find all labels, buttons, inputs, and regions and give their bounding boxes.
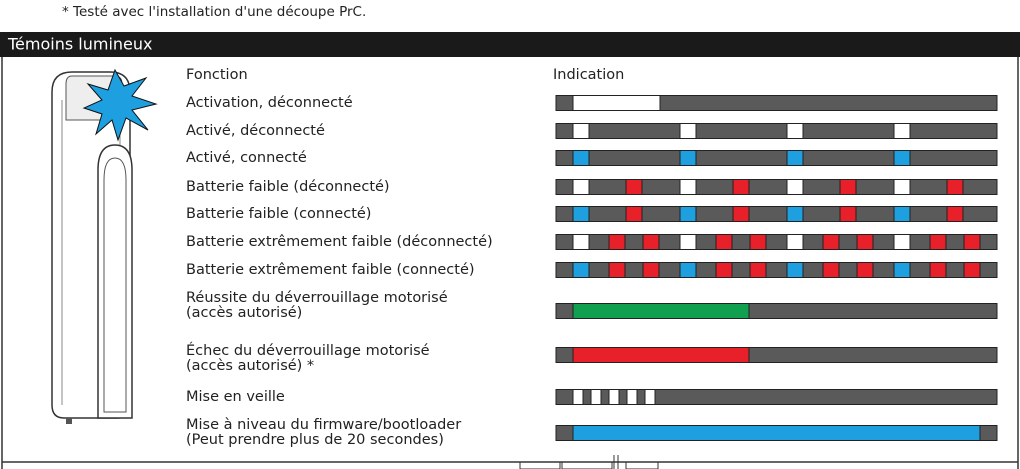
section-header xyxy=(0,32,1020,57)
indicator-light xyxy=(840,207,856,222)
indicator-light xyxy=(787,235,803,250)
indicator-light xyxy=(894,180,910,195)
column-header: Fonction xyxy=(186,67,248,83)
row-label: Batterie extrêmement faible (déconnecté) xyxy=(186,234,493,250)
indicator-light xyxy=(573,263,589,278)
indicator-light xyxy=(716,263,732,278)
indicator-light xyxy=(857,263,873,278)
indicator-light xyxy=(680,207,696,222)
indicator-light xyxy=(643,235,659,250)
indicator-bar xyxy=(556,180,997,195)
indicator-light xyxy=(894,151,910,166)
indicator-bar xyxy=(556,207,997,222)
section-title: Témoins lumineux xyxy=(7,35,153,54)
indicator-light xyxy=(680,180,696,195)
row-label: Batterie extrêmement faible (connecté) xyxy=(186,262,475,278)
row-label: (accès autorisé) * xyxy=(186,358,314,374)
indicator-light xyxy=(626,180,642,195)
indicator-light xyxy=(643,263,659,278)
indicator-light xyxy=(840,180,856,195)
indicator-light xyxy=(680,124,696,139)
indicator-light xyxy=(787,180,803,195)
indicator-light xyxy=(894,235,910,250)
row-label: Mise en veille xyxy=(186,389,285,405)
indicator-light xyxy=(680,263,696,278)
indicator-light xyxy=(894,207,910,222)
page: * Testé avec l'installation d'une découp… xyxy=(0,0,1020,469)
indicator-light xyxy=(573,151,589,166)
indicator-light xyxy=(680,151,696,166)
indicator-light xyxy=(573,180,589,195)
indicator-light xyxy=(573,304,749,319)
indicator-light xyxy=(787,207,803,222)
indicator-light xyxy=(787,151,803,166)
indicator-light xyxy=(573,426,980,441)
indicator-light xyxy=(787,263,803,278)
indicator-light xyxy=(947,207,963,222)
footnote: * Testé avec l'installation d'une découp… xyxy=(62,4,366,20)
row-label: Activé, connecté xyxy=(186,150,307,166)
indicator-light xyxy=(894,124,910,139)
row-label: Activé, déconnecté xyxy=(186,123,325,139)
indicator-light xyxy=(609,263,625,278)
column-header: Indication xyxy=(553,67,624,83)
indicator-light xyxy=(716,235,732,250)
indicator-light xyxy=(573,207,589,222)
row-label: Batterie faible (connecté) xyxy=(186,206,371,222)
indicator-light xyxy=(930,263,946,278)
row-label: Activation, déconnecté xyxy=(186,95,353,111)
row-label: Batterie faible (déconnecté) xyxy=(186,179,390,195)
indicator-light xyxy=(626,207,642,222)
row-label: (accès autorisé) xyxy=(186,305,302,321)
indicator-light xyxy=(787,124,803,139)
indicator-light xyxy=(573,390,583,405)
indicator-light xyxy=(609,235,625,250)
indicator-light xyxy=(680,235,696,250)
indicator-bar xyxy=(556,390,997,405)
indicator-light xyxy=(964,263,980,278)
indicator-light xyxy=(857,235,873,250)
indicator-light xyxy=(733,180,749,195)
indicator-light xyxy=(573,348,749,363)
indicator-bar xyxy=(556,124,997,139)
indicator-light xyxy=(573,235,589,250)
indicator-light xyxy=(894,263,910,278)
indicator-light xyxy=(627,390,637,405)
row-label: (Peut prendre plus de 20 secondes) xyxy=(186,432,444,448)
indicator-light xyxy=(733,207,749,222)
indicator-light xyxy=(591,390,601,405)
indicator-light xyxy=(964,235,980,250)
row-label: Échec du déverrouillage motorisé xyxy=(186,342,430,359)
bottom-drawing xyxy=(520,455,658,469)
row-label: Mise à niveau du firmware/bootloader xyxy=(186,417,461,433)
indicator-light xyxy=(645,390,655,405)
indicator-light xyxy=(750,235,766,250)
indicator-light xyxy=(750,263,766,278)
indicator-light xyxy=(947,180,963,195)
indicator-light xyxy=(573,96,660,111)
indicator-light xyxy=(823,235,839,250)
indicator-light xyxy=(573,124,589,139)
indicator-light xyxy=(823,263,839,278)
indicator-light xyxy=(930,235,946,250)
indicator-bar xyxy=(556,151,997,166)
device-illustration xyxy=(52,70,156,424)
row-label: Réussite du déverrouillage motorisé xyxy=(186,290,448,306)
indicator-light xyxy=(609,390,619,405)
